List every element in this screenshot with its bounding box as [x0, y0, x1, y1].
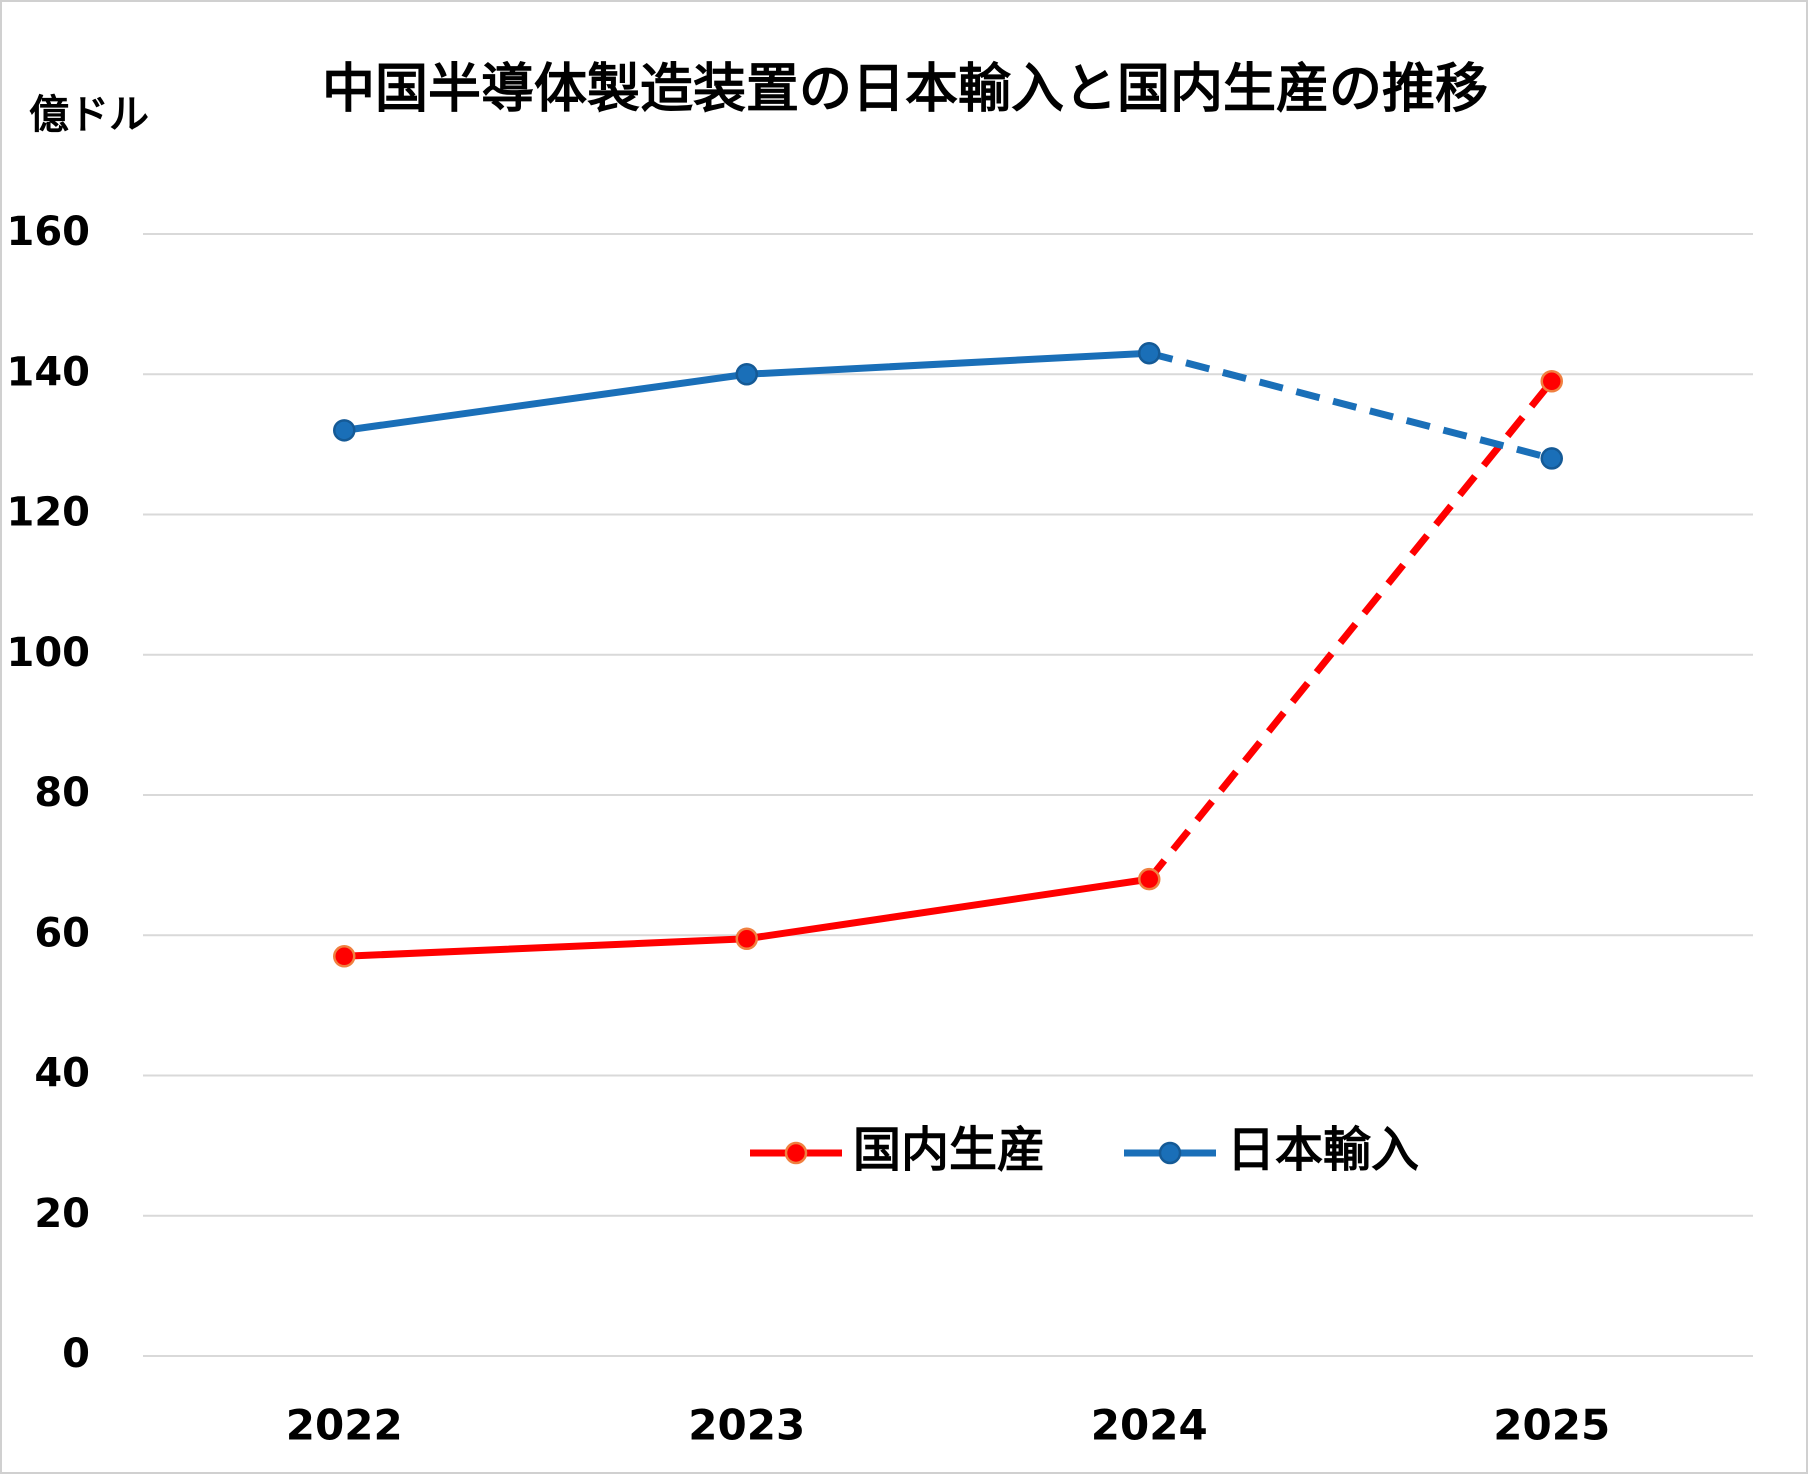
data-point	[333, 419, 356, 442]
y-tick-label: 60	[34, 910, 90, 956]
series-line-projected	[1148, 349, 1553, 462]
y-tick-label: 0	[62, 1331, 90, 1377]
chart-title: 中国半導体製造装置の日本輸入と国内生産の推移	[322, 59, 1488, 120]
data-point	[1138, 867, 1161, 891]
x-tick-label: 2022	[286, 1401, 403, 1450]
y-axis-label: 億ドル	[29, 92, 149, 138]
data-point	[333, 945, 356, 968]
x-tick-label: 2024	[1091, 1401, 1208, 1450]
data-point	[735, 363, 758, 386]
y-tick-label: 20	[34, 1191, 90, 1237]
x-tick-label: 2025	[1493, 1401, 1610, 1450]
data-point	[1138, 341, 1161, 365]
y-tick-label: 100	[7, 630, 91, 676]
y-tick-label: 80	[34, 770, 90, 816]
y-tick-label: 40	[34, 1051, 90, 1097]
legend-label: 国内生産	[853, 1122, 1045, 1178]
data-point	[735, 927, 758, 951]
data-point	[1540, 370, 1563, 393]
legend-marker	[1158, 1141, 1182, 1165]
legend-marker	[784, 1141, 808, 1165]
series-line-projected	[1146, 379, 1555, 882]
y-tick-label: 140	[7, 349, 91, 395]
y-tick-label: 160	[7, 209, 91, 255]
y-tick-label: 120	[7, 490, 91, 536]
data-point	[1540, 447, 1563, 470]
x-tick-label: 2023	[688, 1401, 805, 1450]
legend-label: 日本輸入	[1227, 1122, 1419, 1178]
